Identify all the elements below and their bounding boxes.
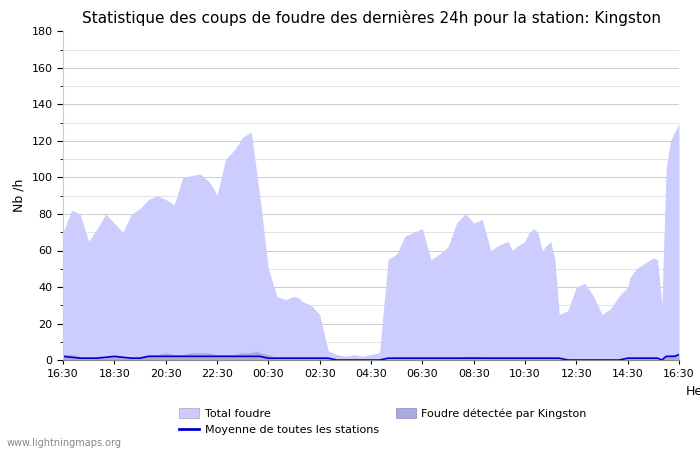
Y-axis label: Nb /h: Nb /h bbox=[13, 179, 26, 212]
Text: Heure: Heure bbox=[686, 385, 700, 398]
Text: www.lightningmaps.org: www.lightningmaps.org bbox=[7, 438, 122, 448]
Legend: Total foudre, Moyenne de toutes les stations, Foudre détectée par Kingston: Total foudre, Moyenne de toutes les stat… bbox=[179, 408, 587, 435]
Title: Statistique des coups de foudre des dernières 24h pour la station: Kingston: Statistique des coups de foudre des dern… bbox=[81, 10, 661, 26]
